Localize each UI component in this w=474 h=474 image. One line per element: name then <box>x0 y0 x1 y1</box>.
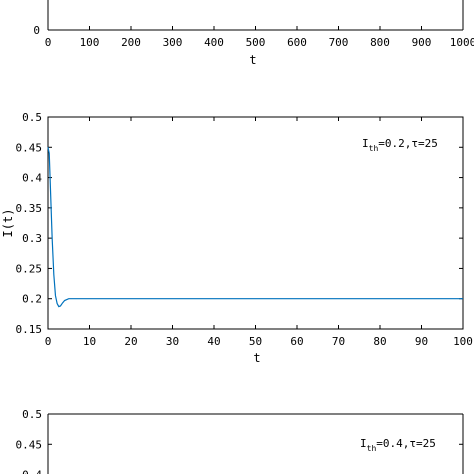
middle-x-tick-label: 90 <box>415 335 428 348</box>
middle-x-tick-label: 30 <box>166 335 179 348</box>
top-x-tick-label: 1000 <box>450 36 474 49</box>
top-y-tick-label: 0 <box>33 24 40 37</box>
top-x-tick-label: 100 <box>80 36 100 49</box>
middle-y-axis-label: I(t) <box>1 209 15 238</box>
bottom-y-tick-label: 0.4 <box>22 469 42 474</box>
middle-y-tick-label: 0.2 <box>22 293 42 306</box>
middle-x-tick-label: 10 <box>83 335 96 348</box>
bottom-annotation-sub: th <box>367 444 377 453</box>
middle-y-tick-label: 0.3 <box>22 232 42 245</box>
bottom-y-tick-label: 0.45 <box>16 438 43 451</box>
middle-x-axis-label: t <box>253 351 260 365</box>
top-x-tick-label: 400 <box>204 36 224 49</box>
middle-x-tick-label: 40 <box>207 335 220 348</box>
bottom-annotation: Ith=0.4,τ=25 <box>360 437 436 453</box>
panel-middle: 0.15 0.2 0.25 0.3 0.35 0.4 0.45 0.5 0 10 20 30 40 50… <box>1 111 473 365</box>
top-x-tick-label: 500 <box>246 36 266 49</box>
panel-bottom: 0.4 0.45 0.5 Ith=0.4,τ=25 <box>16 408 464 474</box>
bottom-annotation-base: I <box>360 437 367 450</box>
middle-x-ticks: 0 10 20 30 40 50 60 70 80 90 100 <box>45 117 473 348</box>
middle-annotation-rest: =0.2,τ=25 <box>378 137 438 150</box>
top-x-tick-label: 600 <box>287 36 307 49</box>
bottom-y-tick-label: 0.5 <box>22 408 42 421</box>
middle-x-tick-label: 70 <box>332 335 345 348</box>
middle-y-tick-label: 0.25 <box>16 262 43 275</box>
top-x-tick-label: 300 <box>163 36 183 49</box>
bottom-y-ticks: 0.4 0.45 0.5 <box>16 408 463 474</box>
middle-x-tick-label: 50 <box>249 335 262 348</box>
middle-annotation: Ith=0.2,τ=25 <box>362 137 438 153</box>
top-x-tick-label: 0 <box>45 36 52 49</box>
middle-x-tick-label: 80 <box>373 335 386 348</box>
top-x-tick-label: 800 <box>370 36 390 49</box>
middle-y-tick-label: 0.4 <box>22 172 42 185</box>
middle-series-line <box>47 147 463 308</box>
middle-y-tick-label: 0.5 <box>22 111 42 124</box>
top-x-axis-label: t <box>249 53 256 67</box>
middle-annotation-base: I <box>362 137 369 150</box>
middle-y-tick-label: 0.15 <box>16 323 43 336</box>
middle-annotation-sub: th <box>369 144 379 153</box>
middle-y-tick-label: 0.35 <box>16 202 43 215</box>
middle-x-tick-label: 60 <box>290 335 303 348</box>
middle-y-ticks: 0.15 0.2 0.25 0.3 0.35 0.4 0.45 0.5 <box>16 111 463 336</box>
top-x-ticks: 0 100 200 300 400 500 600 700 800 900 1000 <box>45 26 474 49</box>
top-x-tick-label: 700 <box>329 36 349 49</box>
bottom-annotation-rest: =0.4,τ=25 <box>376 437 436 450</box>
middle-x-tick-label: 20 <box>124 335 137 348</box>
middle-x-tick-label: 100 <box>453 335 473 348</box>
top-x-tick-label: 200 <box>121 36 141 49</box>
middle-x-tick-label: 0 <box>45 335 52 348</box>
panel-top: 0 0 100 200 300 400 500 600 700 800 900 1000 t <box>33 0 474 67</box>
middle-y-tick-label: 0.45 <box>16 141 43 154</box>
top-x-tick-label: 900 <box>412 36 432 49</box>
